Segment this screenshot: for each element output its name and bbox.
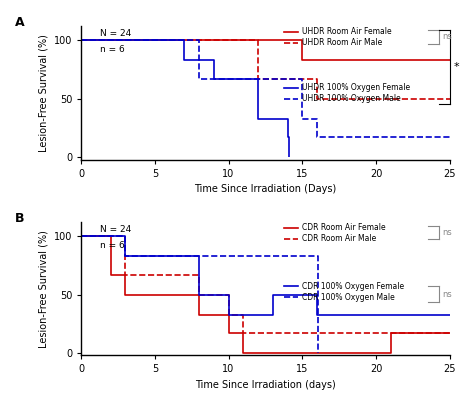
Y-axis label: Lesion-Free Survival (%): Lesion-Free Survival (%)	[38, 34, 48, 152]
X-axis label: Time Since Irradiation (days): Time Since Irradiation (days)	[195, 380, 336, 390]
Text: ns: ns	[442, 290, 452, 298]
Text: N = 24: N = 24	[100, 225, 131, 234]
Text: *: *	[454, 62, 459, 72]
Text: n = 6: n = 6	[100, 241, 124, 250]
Y-axis label: Lesion-Free Survival (%): Lesion-Free Survival (%)	[38, 230, 48, 348]
Text: n = 6: n = 6	[100, 45, 124, 54]
Legend: CDR 100% Oxygen Female, CDR 100% Oxygen Male: CDR 100% Oxygen Female, CDR 100% Oxygen …	[284, 282, 404, 302]
Text: B: B	[15, 211, 24, 224]
X-axis label: Time Since Irradiation (Days): Time Since Irradiation (Days)	[194, 184, 337, 194]
Text: N = 24: N = 24	[100, 29, 131, 38]
Legend: UHDR 100% Oxygen Female, UHDR 100% Oxygen Male: UHDR 100% Oxygen Female, UHDR 100% Oxyge…	[284, 83, 410, 103]
Text: ns: ns	[442, 228, 452, 237]
Text: A: A	[15, 16, 24, 29]
Text: ns: ns	[442, 32, 452, 41]
